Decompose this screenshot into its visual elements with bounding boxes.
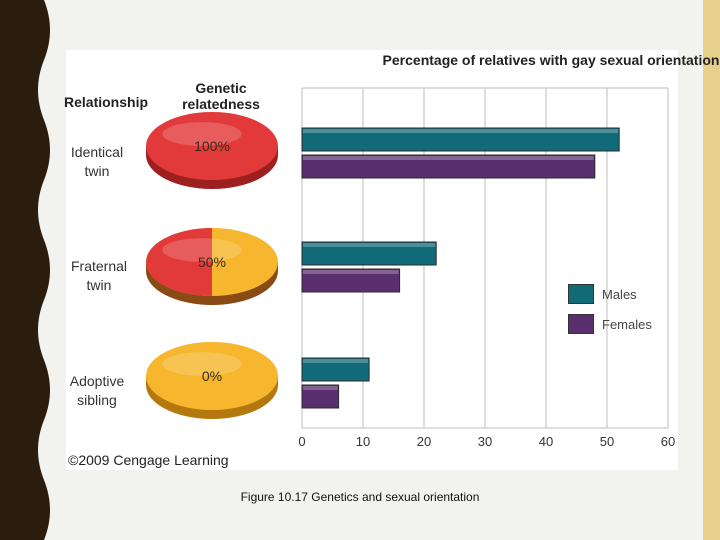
tick-label: 10 [356, 434, 370, 449]
bar-females [301, 268, 401, 293]
figure-caption: Figure 10.17 Genetics and sexual orienta… [240, 490, 480, 504]
tick-label: 40 [539, 434, 553, 449]
bar-highlight [303, 156, 594, 160]
relatedness-discs: 100% 50% 0% [146, 112, 278, 419]
bar-highlight [303, 270, 399, 274]
bar-females [301, 384, 340, 409]
bar-males [301, 241, 437, 266]
bar-females [301, 154, 596, 179]
relatedness-label: 50% [198, 254, 226, 270]
disc-shine [162, 352, 242, 376]
legend-item-males: Males [568, 284, 637, 304]
tick-label: 0 [298, 434, 305, 449]
disc-shine [162, 122, 242, 146]
tick-label: 20 [417, 434, 431, 449]
chart-title: Percentage of relatives with gay sexual … [382, 52, 720, 68]
relationship-label: Fraternal twin [70, 258, 128, 293]
figure-panel: Relationship Genetic relatedness Identic… [64, 50, 719, 470]
bar-males [301, 357, 370, 382]
decorative-border [0, 0, 50, 540]
relationship-label: Identical twin [70, 144, 124, 179]
legend-item-females: Females [568, 314, 652, 334]
disc-shine [162, 238, 242, 262]
relationship-header: Relationship [64, 94, 149, 110]
bar-highlight [303, 386, 338, 390]
tick-label: 30 [478, 434, 492, 449]
relatedness-label: 100% [194, 138, 230, 154]
legend-swatch [568, 284, 594, 304]
legend-swatch [568, 314, 594, 334]
tick-label: 60 [661, 434, 675, 449]
genetic-relatedness-header: Genetic relatedness [182, 80, 260, 112]
disc-related [146, 112, 278, 180]
disc-related [146, 228, 212, 296]
relatedness-label: 0% [202, 368, 222, 384]
legend-label: Females [602, 316, 652, 332]
disc-unrelated [146, 342, 278, 410]
copyright: ©2009 Cengage Learning [68, 452, 229, 468]
bar-chart: 0 10 20 30 40 50 60 [298, 87, 675, 449]
bar-males [301, 127, 620, 152]
accent-bar [703, 0, 720, 540]
bar-highlight [303, 359, 369, 363]
legend-label: Males [602, 286, 637, 302]
tick-label: 50 [600, 434, 614, 449]
bar-highlight [303, 243, 436, 247]
bar-highlight [303, 129, 619, 133]
relationship-label: Adoptive sibling [69, 373, 125, 408]
